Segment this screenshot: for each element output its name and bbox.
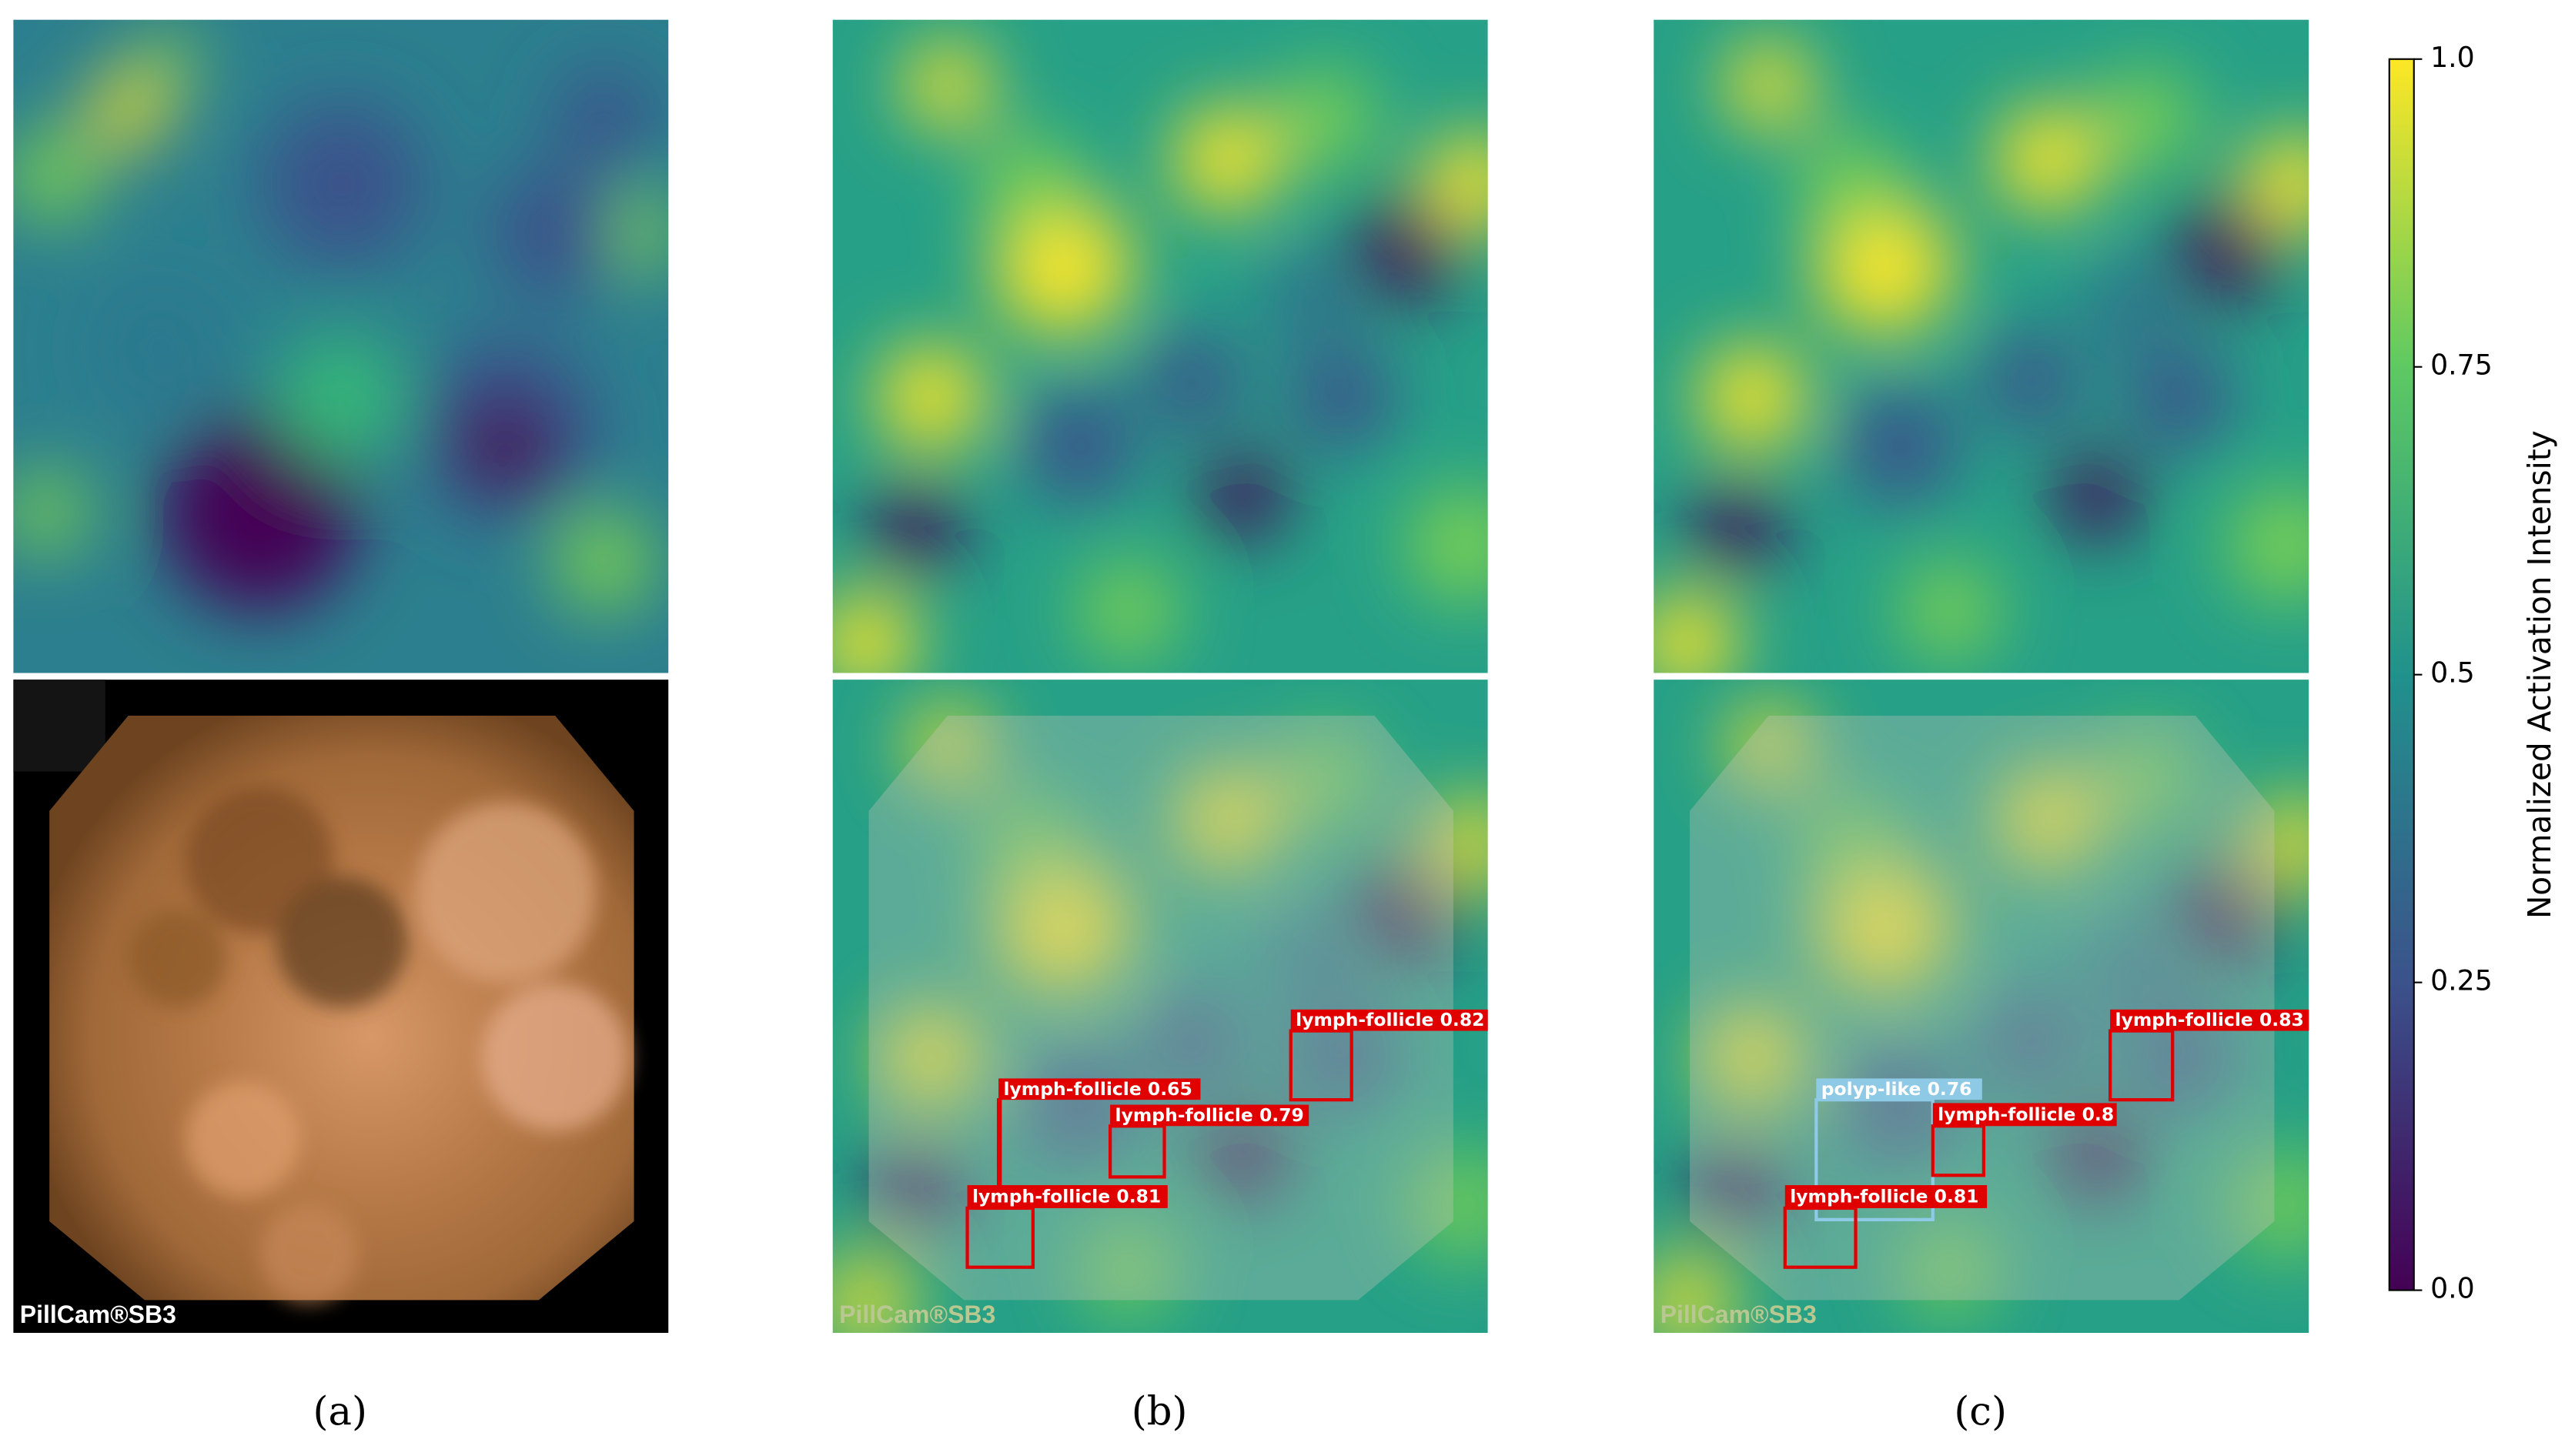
heatmap-blobs — [832, 42, 1488, 673]
tissue — [1690, 716, 2275, 1301]
blob — [1842, 389, 1958, 504]
caption: (a) — [313, 1389, 367, 1435]
blob — [980, 134, 1079, 233]
blob — [2126, 344, 2232, 450]
blob — [1174, 106, 1279, 212]
blob — [2228, 487, 2309, 603]
panels: PillCam®SB3 (a) PillCam®SB3 lymph-follicle … — [13, 19, 2309, 1435]
fold — [259, 1204, 359, 1304]
blob — [1995, 106, 2101, 212]
detection-label: lymph-follicle 0.8 — [1938, 1104, 2114, 1125]
blob — [2088, 265, 2172, 349]
detection-label: lymph-follicle 0.79 — [1115, 1104, 1304, 1126]
detection-tag — [1816, 1078, 1982, 1100]
blob — [1267, 257, 1350, 340]
detection-label: lymph-follicle 0.83 — [2115, 1009, 2304, 1030]
detection-box — [996, 1097, 1002, 1189]
fold — [415, 803, 597, 983]
blob — [1699, 344, 1805, 450]
watermark: PillCam®SB3 — [1660, 1301, 1817, 1328]
blob — [1276, 68, 1375, 168]
blob — [1726, 42, 1811, 129]
blob — [1654, 594, 1736, 673]
blob — [878, 344, 984, 450]
detection-label: lymph-follicle 0.81 — [972, 1186, 1161, 1207]
colorbar-label: Normalized Activation Intensity — [2521, 430, 2558, 919]
blob — [169, 471, 285, 586]
detection-tag — [1110, 1104, 1309, 1127]
blob — [92, 73, 165, 146]
blob — [1200, 452, 1286, 539]
detection-tag — [967, 1185, 1168, 1208]
colorbar-tick-label: 0.25 — [2430, 964, 2493, 997]
blob — [2097, 68, 2196, 168]
colorbar-tick-label: 0.5 — [2430, 656, 2475, 690]
colorbar: Normalized Activation Intensity 0.0 0.25 0… — [2388, 41, 2558, 1305]
detection-label: polyp-like 0.76 — [1821, 1078, 1972, 1100]
blob — [2054, 452, 2140, 539]
colorbar-tick-label: 1.0 — [2430, 41, 2475, 74]
caption: (b) — [1132, 1389, 1188, 1435]
blob — [276, 331, 408, 463]
watermark: PillCam®SB3 — [20, 1301, 176, 1328]
blob — [905, 42, 991, 129]
detection-label: lymph-follicle 0.82 — [1296, 1009, 1484, 1030]
blob — [1289, 344, 1395, 450]
heatmap — [1654, 19, 2309, 673]
blob — [555, 68, 654, 168]
blob — [555, 512, 654, 611]
image: PillCam®SB3 — [13, 680, 669, 1334]
blob — [456, 397, 556, 496]
colorbar-gradient — [2388, 58, 2415, 1291]
blob — [832, 594, 915, 673]
heatmap — [13, 19, 669, 673]
blob — [1981, 331, 2081, 430]
blob — [2175, 196, 2281, 302]
image: PillCam®SB3 — [1654, 680, 2309, 1334]
blob — [259, 102, 424, 266]
blob — [489, 167, 621, 299]
fold — [481, 983, 630, 1131]
colorbar-tick-label: 0.0 — [2430, 1272, 2475, 1305]
tissue — [868, 716, 1453, 1301]
corner — [13, 680, 105, 772]
blob — [1354, 196, 1460, 302]
heatmap — [832, 19, 1488, 673]
detection-tag — [1932, 1103, 2117, 1127]
blob — [1801, 134, 1901, 233]
blob — [13, 471, 88, 553]
heatmap-blobs — [13, 31, 669, 611]
detection-tag — [1290, 1009, 1488, 1031]
fold — [276, 877, 408, 1008]
detection-label: lymph-follicle 0.81 — [1790, 1186, 1978, 1207]
blob — [1690, 483, 1782, 575]
fold — [128, 909, 227, 1008]
detection-label: lymph-follicle 0.65 — [1003, 1078, 1192, 1100]
heatmap-blobs — [1654, 42, 2309, 673]
image: PillCam®SB3 — [832, 680, 1522, 1334]
colorbar-tick-label: 0.75 — [2430, 349, 2493, 382]
fold — [186, 1081, 301, 1197]
blob — [139, 31, 199, 91]
detection-tag — [2110, 1009, 2309, 1031]
blob — [1144, 331, 1243, 430]
watermark: PillCam®SB3 — [839, 1301, 995, 1328]
caption: (c) — [1954, 1389, 2007, 1435]
blob — [1021, 389, 1137, 504]
blob — [868, 483, 961, 575]
folds — [128, 786, 630, 1304]
detection-tag — [1784, 1185, 1988, 1208]
detection-tag — [998, 1078, 1201, 1100]
blob — [1900, 561, 1999, 660]
blob — [13, 129, 101, 222]
blob — [95, 282, 227, 414]
blob — [1407, 487, 1488, 603]
blob — [1078, 561, 1178, 660]
